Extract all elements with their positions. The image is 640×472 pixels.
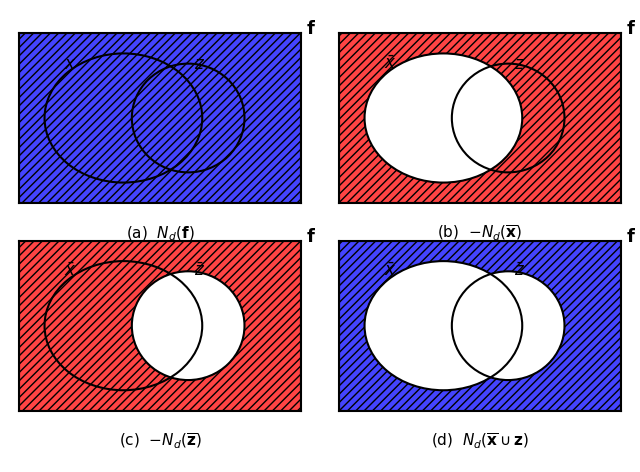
Text: $\mathbf{f}$: $\mathbf{f}$: [627, 228, 636, 246]
Text: $\mathbf{f}$: $\mathbf{f}$: [307, 228, 316, 246]
Text: $x$: $x$: [63, 55, 76, 73]
Text: (b)  $-N_d(\overline{\mathbf{x}})$: (b) $-N_d(\overline{\mathbf{x}})$: [438, 224, 522, 244]
Text: $\bar{x}$: $\bar{x}$: [383, 262, 396, 280]
Text: $z$: $z$: [194, 55, 205, 73]
Text: $\bar{x}$: $\bar{x}$: [63, 262, 76, 280]
Text: $\bar{z}$: $\bar{z}$: [514, 262, 525, 280]
Text: $\mathbf{f}$: $\mathbf{f}$: [627, 20, 636, 38]
Ellipse shape: [365, 53, 522, 183]
Ellipse shape: [452, 271, 564, 380]
Text: (d)  $N_d(\overline{\mathbf{x}} \cup \mathbf{z})$: (d) $N_d(\overline{\mathbf{x}} \cup \mat…: [431, 432, 529, 451]
Text: $\mathbf{f}$: $\mathbf{f}$: [307, 20, 316, 38]
Text: $\bar{x}$: $\bar{x}$: [383, 55, 396, 73]
Text: $\bar{z}$: $\bar{z}$: [194, 262, 205, 280]
Text: (a)  $N_d(\mathbf{f})$: (a) $N_d(\mathbf{f})$: [125, 224, 195, 243]
Text: (c)  $-N_d(\overline{\mathbf{z}})$: (c) $-N_d(\overline{\mathbf{z}})$: [118, 432, 202, 451]
Text: $z$: $z$: [514, 55, 525, 73]
Ellipse shape: [365, 261, 522, 390]
Ellipse shape: [132, 271, 244, 380]
